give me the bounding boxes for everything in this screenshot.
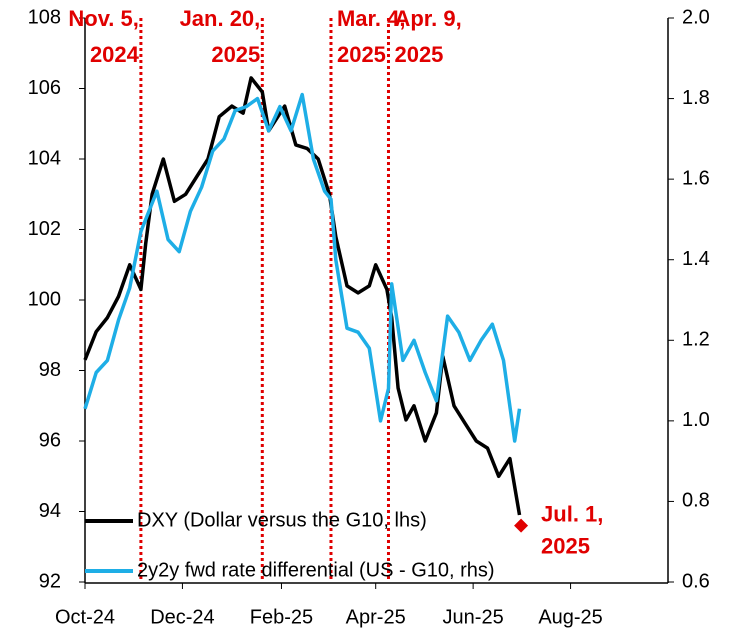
x-tick-label: Feb-25 — [250, 606, 313, 628]
y2-tick-label: 2.0 — [682, 6, 710, 28]
y2-tick-label: 1.4 — [682, 248, 710, 270]
series-line — [83, 76, 522, 516]
y2-tick-label: 0.6 — [682, 570, 710, 592]
x-tick-label: Oct-24 — [55, 606, 115, 628]
y-tick-label: 92 — [39, 570, 61, 592]
event-label: 2025 — [394, 42, 443, 67]
y-tick-label: 96 — [39, 429, 61, 451]
event-label: Nov. 5, — [68, 6, 139, 31]
y2-tick-label: 1.0 — [682, 409, 710, 431]
marker-label: Jul. 1, — [541, 501, 603, 526]
event-label: 2025 — [211, 42, 260, 67]
marker — [514, 518, 529, 533]
event-label: Jan. 20, — [180, 6, 261, 31]
legend-label: 2y2y fwd rate differential (US - G10, rh… — [137, 559, 495, 581]
y-tick-label: 102 — [28, 218, 61, 240]
legend-label: DXY (Dollar versus the G10, lhs) — [137, 509, 427, 531]
x-tick-label: Jun-25 — [443, 606, 504, 628]
event-label: 2025 — [337, 42, 386, 67]
y2-tick-label: 1.8 — [682, 87, 710, 109]
event-label: Mar. 4, — [337, 6, 405, 31]
y-tick-label: 100 — [28, 288, 61, 310]
y2-tick-label: 1.2 — [682, 329, 710, 351]
y-tick-label: 98 — [39, 359, 61, 381]
y-tick-label: 106 — [28, 77, 61, 99]
y-tick-label: 108 — [28, 6, 61, 28]
x-tick-label: Aug-25 — [538, 606, 603, 628]
x-tick-label: Dec-24 — [150, 606, 214, 628]
y2-tick-label: 0.8 — [682, 490, 710, 512]
x-tick-label: Apr-25 — [346, 606, 406, 628]
y2-tick-label: 1.6 — [682, 167, 710, 189]
marker-label: 2025 — [541, 533, 590, 558]
series-line — [83, 92, 522, 443]
event-label: Apr. 9, — [394, 6, 461, 31]
y-tick-label: 104 — [28, 147, 61, 169]
event-label: 2024 — [90, 42, 140, 67]
y-tick-label: 94 — [39, 500, 61, 522]
